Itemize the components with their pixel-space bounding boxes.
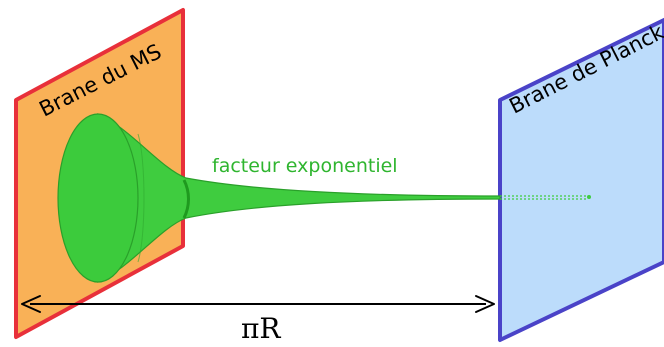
warp-factor-label: facteur exponentiel	[212, 155, 398, 177]
planck-brane	[498, 18, 664, 342]
warp-factor-seam	[182, 179, 190, 219]
warp-factor-disk	[57, 113, 139, 283]
distance-label: πR	[241, 312, 281, 345]
warp-factor-end-point	[587, 195, 591, 199]
distance-arrow-right-head	[475, 295, 495, 313]
warp-factor-inner-curve	[137, 133, 145, 263]
distance-arrow-left-head	[21, 295, 41, 313]
